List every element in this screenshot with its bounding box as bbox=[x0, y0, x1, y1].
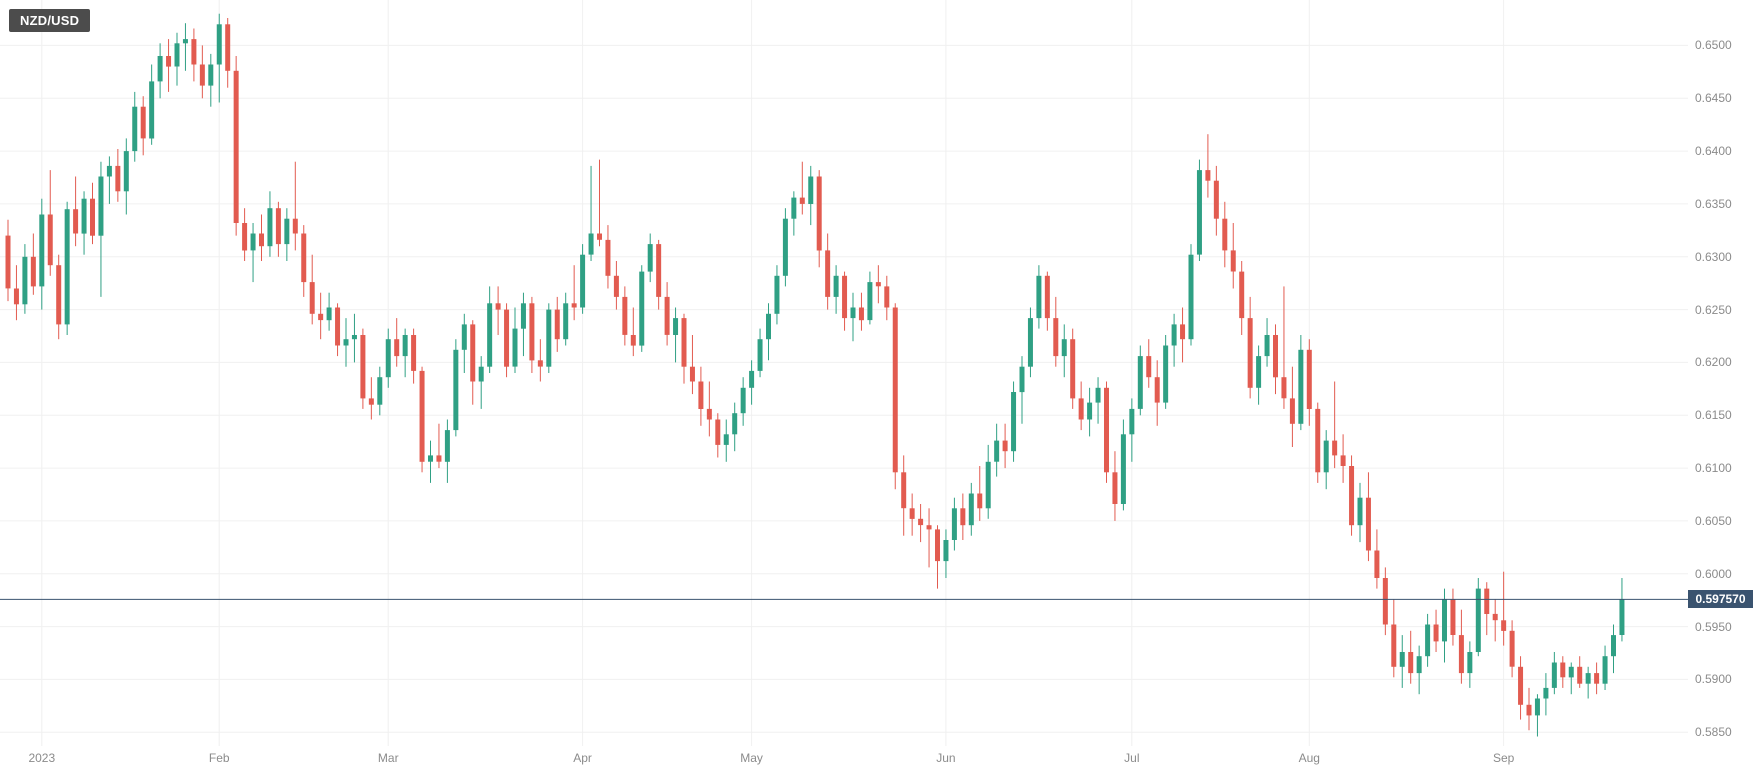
symbol-badge: NZD/USD bbox=[9, 9, 91, 32]
price-axis-label: 0.6150 bbox=[1695, 408, 1732, 423]
price-axis-label: 0.6500 bbox=[1695, 38, 1732, 53]
last-price-badge: 0.597570 bbox=[1688, 590, 1753, 609]
price-axis-label: 0.5850 bbox=[1695, 725, 1732, 740]
price-axis-label: 0.6200 bbox=[1695, 355, 1732, 370]
price-axis-label: 0.5950 bbox=[1695, 619, 1732, 634]
time-axis-label: Sep bbox=[1492, 751, 1515, 765]
plot-canvas[interactable] bbox=[0, 0, 1688, 746]
time-axis-label: Apr bbox=[573, 751, 592, 765]
price-axis-label: 0.6100 bbox=[1695, 461, 1732, 476]
time-axis-label: May bbox=[740, 751, 763, 765]
price-axis[interactable]: 0.6500 0.6450 0.6400 0.6350 0.6300 0.6250 0.62… bbox=[1688, 0, 1753, 746]
price-axis-label: 0.6000 bbox=[1695, 566, 1732, 581]
price-axis-label: 0.6450 bbox=[1695, 91, 1732, 106]
price-axis-label: 0.6250 bbox=[1695, 302, 1732, 317]
price-axis-label: 0.6350 bbox=[1695, 196, 1732, 211]
time-axis-label: Feb bbox=[208, 751, 230, 765]
candles-layer bbox=[5, 13, 1625, 737]
price-axis-label: 0.6050 bbox=[1695, 513, 1732, 528]
candlestick-plot[interactable] bbox=[0, 0, 1688, 746]
time-axis-label: Mar bbox=[377, 751, 399, 765]
price-axis-label: 0.5900 bbox=[1695, 672, 1732, 687]
price-axis-label: 0.6300 bbox=[1695, 249, 1732, 264]
time-axis-label: 2023 bbox=[28, 751, 56, 765]
time-axis-label: Jul bbox=[1124, 751, 1140, 765]
price-axis-label: 0.6400 bbox=[1695, 144, 1732, 159]
time-axis-label: Jun bbox=[936, 751, 956, 765]
time-axis[interactable]: 2023 Feb Mar Apr May Jun Jul Aug Sep bbox=[0, 746, 1688, 771]
time-axis-label: Aug bbox=[1298, 751, 1320, 765]
